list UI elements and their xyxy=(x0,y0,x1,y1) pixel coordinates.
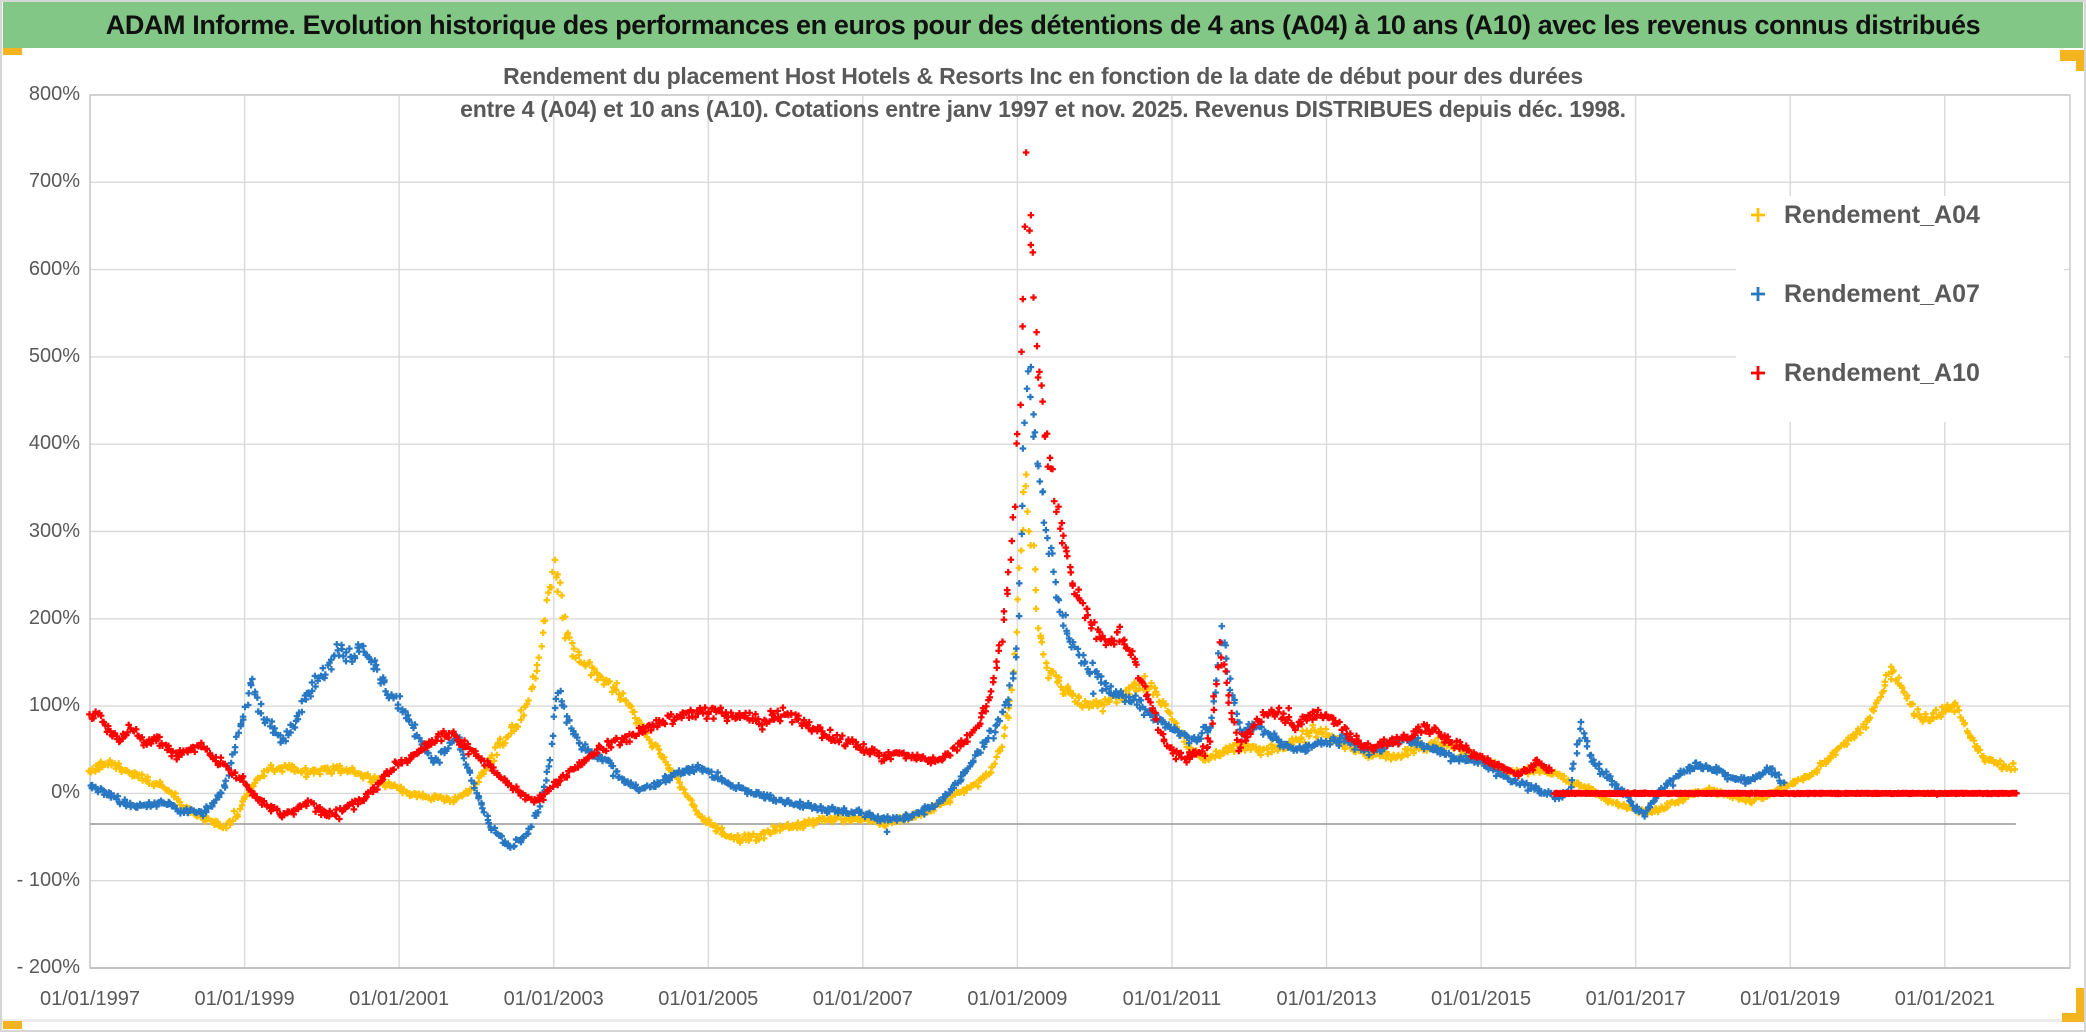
x-tick-label: 01/01/2001 xyxy=(349,988,450,1010)
y-tick-label: 100% xyxy=(28,694,80,717)
x-tick-label: 01/01/2013 xyxy=(1276,988,1377,1010)
y-tick-label: - 200% xyxy=(16,956,80,978)
legend-label-a07: Rendement_A07 xyxy=(1784,279,1980,308)
legend-background xyxy=(1736,196,2064,422)
x-tick-label: 01/01/2005 xyxy=(658,988,759,1010)
plus-marker-icon xyxy=(1751,366,1765,380)
chart-title-line1: Rendement du placement Host Hotels & Res… xyxy=(503,63,1583,89)
legend-item-a07[interactable]: Rendement_A07 xyxy=(1748,277,1980,311)
frame-accent-bottom-left xyxy=(3,1021,22,1029)
frame-accent-bottom-right-h xyxy=(2062,1013,2084,1022)
x-tick-label: 01/01/2011 xyxy=(1122,988,1222,1010)
y-tick-label: 300% xyxy=(28,519,80,542)
chart-title: Rendement du placement Host Hotels & Res… xyxy=(0,60,2086,126)
x-tick-label: 01/01/1997 xyxy=(39,988,141,1010)
banner-title: ADAM Informe. Evolution historique des p… xyxy=(3,2,2083,48)
legend: Rendement_A04 Rendement_A07 Rendement_A1… xyxy=(1748,198,1980,435)
x-tick-label: 01/01/1999 xyxy=(194,988,295,1010)
x-tick-label: 01/01/2017 xyxy=(1585,988,1686,1010)
bottom-strip xyxy=(0,1019,2086,1022)
x-tick-label: 01/01/2007 xyxy=(812,988,913,1010)
frame-accent-top-right-h xyxy=(2060,50,2084,61)
y-tick-label: 500% xyxy=(28,344,80,367)
legend-item-a04[interactable]: Rendement_A04 xyxy=(1748,198,1980,232)
plus-marker-icon xyxy=(1751,208,1765,222)
x-tick-label: 01/01/2021 xyxy=(1894,988,1995,1010)
series-rendement_a10 xyxy=(86,149,2020,823)
y-tick-label: 0% xyxy=(51,781,80,804)
legend-label-a04: Rendement_A04 xyxy=(1784,200,1980,229)
y-tick-label: 200% xyxy=(28,606,80,629)
frame-accent-top-right-v xyxy=(2076,50,2084,71)
x-tick-label: 01/01/2015 xyxy=(1431,988,1532,1010)
plus-marker-icon xyxy=(1751,287,1765,301)
frame-accent-right-v xyxy=(2076,988,2084,1022)
x-tick-label: 01/01/2003 xyxy=(503,988,604,1010)
y-tick-label: - 100% xyxy=(16,868,80,891)
series-rendement_a07 xyxy=(87,363,1788,851)
x-tick-label: 01/01/2009 xyxy=(967,988,1068,1010)
y-tick-label: 800% xyxy=(28,83,80,105)
legend-item-a10[interactable]: Rendement_A10 xyxy=(1748,356,1980,390)
frame-accent-top-left xyxy=(3,48,22,55)
y-tick-label: 600% xyxy=(28,257,80,280)
chart-title-line2: entre 4 (A04) et 10 ans (A10). Cotations… xyxy=(460,96,1626,122)
y-tick-label: 400% xyxy=(28,432,80,455)
x-tick-label: 01/01/2019 xyxy=(1740,988,1841,1010)
legend-label-a10: Rendement_A10 xyxy=(1784,358,1980,387)
y-tick-label: 700% xyxy=(28,170,80,193)
